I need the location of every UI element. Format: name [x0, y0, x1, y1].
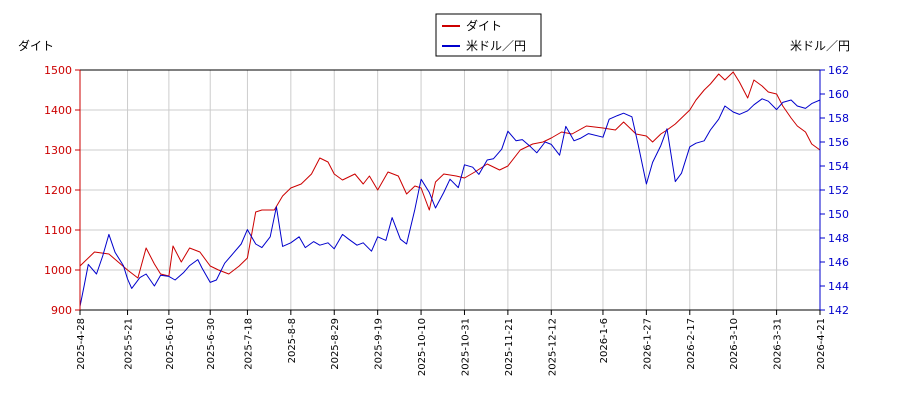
right-tick-label: 152: [828, 184, 849, 197]
x-tick-label: 2026-1-27: [642, 318, 653, 370]
right-tick-label: 160: [828, 88, 849, 101]
right-axis-label: 米ドル／円: [790, 39, 850, 53]
x-tick-label: 2025-7-18: [243, 318, 254, 370]
legend-box: [435, 13, 542, 57]
series-line-dait: [79, 71, 821, 279]
legend-label-usdjpy: 米ドル／円: [466, 39, 526, 53]
x-tick-label: 2025-8-29: [330, 318, 341, 370]
left-tick-label: 1500: [44, 64, 72, 77]
left-tick-label: 1200: [44, 184, 72, 197]
x-tick-label: 2026-4-21: [816, 318, 827, 370]
x-tick-label: 2025-12-12: [547, 318, 558, 376]
left-axis-label: ダイト: [18, 38, 54, 53]
x-tick-label: 2025-11-21: [504, 318, 515, 376]
series-line-usdjpy: [79, 98, 821, 307]
x-tick-label: 2026-3-31: [773, 318, 784, 370]
left-tick-label: 900: [51, 304, 72, 317]
right-tick-label: 154: [828, 160, 849, 173]
right-tick-label: 142: [828, 304, 849, 317]
left-axis-ticks: 900 1000 1100 1200 1300 1400 1500: [44, 64, 81, 317]
x-tick-label: 2025-8-8: [287, 318, 298, 363]
x-tick-label: 2025-6-30: [206, 318, 217, 370]
x-tick-label: 2025-10-10: [417, 318, 428, 376]
x-axis-ticks: 2025-4-28 2025-5-21 2025-6-10 2025-6-30 2025…: [76, 310, 827, 376]
right-tick-label: 158: [828, 112, 849, 125]
series-layer: [79, 71, 821, 307]
right-tick-label: 162: [828, 64, 849, 77]
left-tick-label: 1100: [44, 224, 72, 237]
legend: ダイト 米ドル／円: [435, 13, 542, 57]
right-tick-label: 150: [828, 208, 849, 221]
right-tick-label: 144: [828, 280, 849, 293]
x-tick-label: 2025-9-19: [374, 318, 385, 370]
right-tick-label: 156: [828, 136, 849, 149]
right-axis-ticks: 142 144 146 148 150 152 154 156 158 160 162: [819, 64, 849, 317]
x-tick-label: 2026-1-6: [599, 318, 610, 363]
x-tick-label: 2025-10-31: [460, 318, 471, 376]
gridlines: [79, 69, 821, 311]
x-tick-label: 2026-2-17: [686, 318, 697, 370]
x-tick-label: 2025-4-28: [76, 318, 87, 370]
legend-label-dait: ダイト: [466, 18, 502, 33]
right-tick-label: 146: [828, 256, 849, 269]
left-tick-label: 1400: [44, 104, 72, 117]
right-tick-label: 148: [828, 232, 849, 245]
left-tick-label: 1000: [44, 264, 72, 277]
left-tick-label: 1300: [44, 144, 72, 157]
x-tick-label: 2026-3-10: [729, 318, 740, 370]
x-tick-label: 2025-6-10: [165, 318, 176, 370]
x-tick-label: 2025-5-21: [124, 318, 135, 370]
